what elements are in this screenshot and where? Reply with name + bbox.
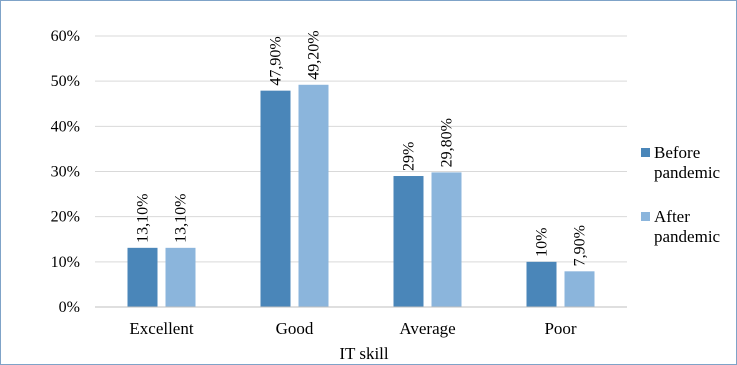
legend-swatch [641,148,650,157]
y-tick-label: 40% [51,118,80,135]
y-tick-label: 20% [51,209,80,226]
y-tick-label: 30% [51,164,80,181]
bar [393,176,424,307]
legend-swatch [641,212,650,221]
data-label: 7,90% [572,225,589,266]
bars [127,84,595,307]
data-label: 10% [534,228,551,257]
bar [260,90,291,307]
legend-label: Before [654,143,700,162]
x-axis-categories: Excellent Good Average Poor [129,319,576,338]
bar [564,271,595,307]
data-label: 29,80% [439,118,456,167]
y-tick-label: 10% [51,254,80,271]
y-tick-label: 0% [59,299,80,316]
legend-label: After [654,207,690,226]
data-label: 49,20% [306,30,323,79]
x-tick-label: Average [399,319,455,338]
data-label: 47,90% [268,36,285,85]
bar [526,261,557,307]
bar [298,84,329,307]
data-labels: 13,10% 13,10% 47,90% 49,20% 29% 29,80% 10% 7,90… [135,30,589,266]
y-tick-label: 60% [51,28,80,45]
x-tick-label: Poor [544,319,576,338]
x-tick-label: Good [276,319,314,338]
data-label: 13,10% [173,194,190,243]
bar [127,247,158,307]
legend-label: pandemic [654,163,721,182]
data-label: 29% [401,142,418,171]
data-label: 13,10% [135,194,152,243]
bar [165,247,196,307]
legend-label: pandemic [654,227,721,246]
y-axis-ticks: 0% 10% 20% 30% 40% 50% 60% [51,28,80,316]
x-axis-title: IT skill [339,344,389,363]
bar [431,172,462,307]
y-tick-label: 50% [51,73,80,90]
x-tick-label: Excellent [129,319,193,338]
